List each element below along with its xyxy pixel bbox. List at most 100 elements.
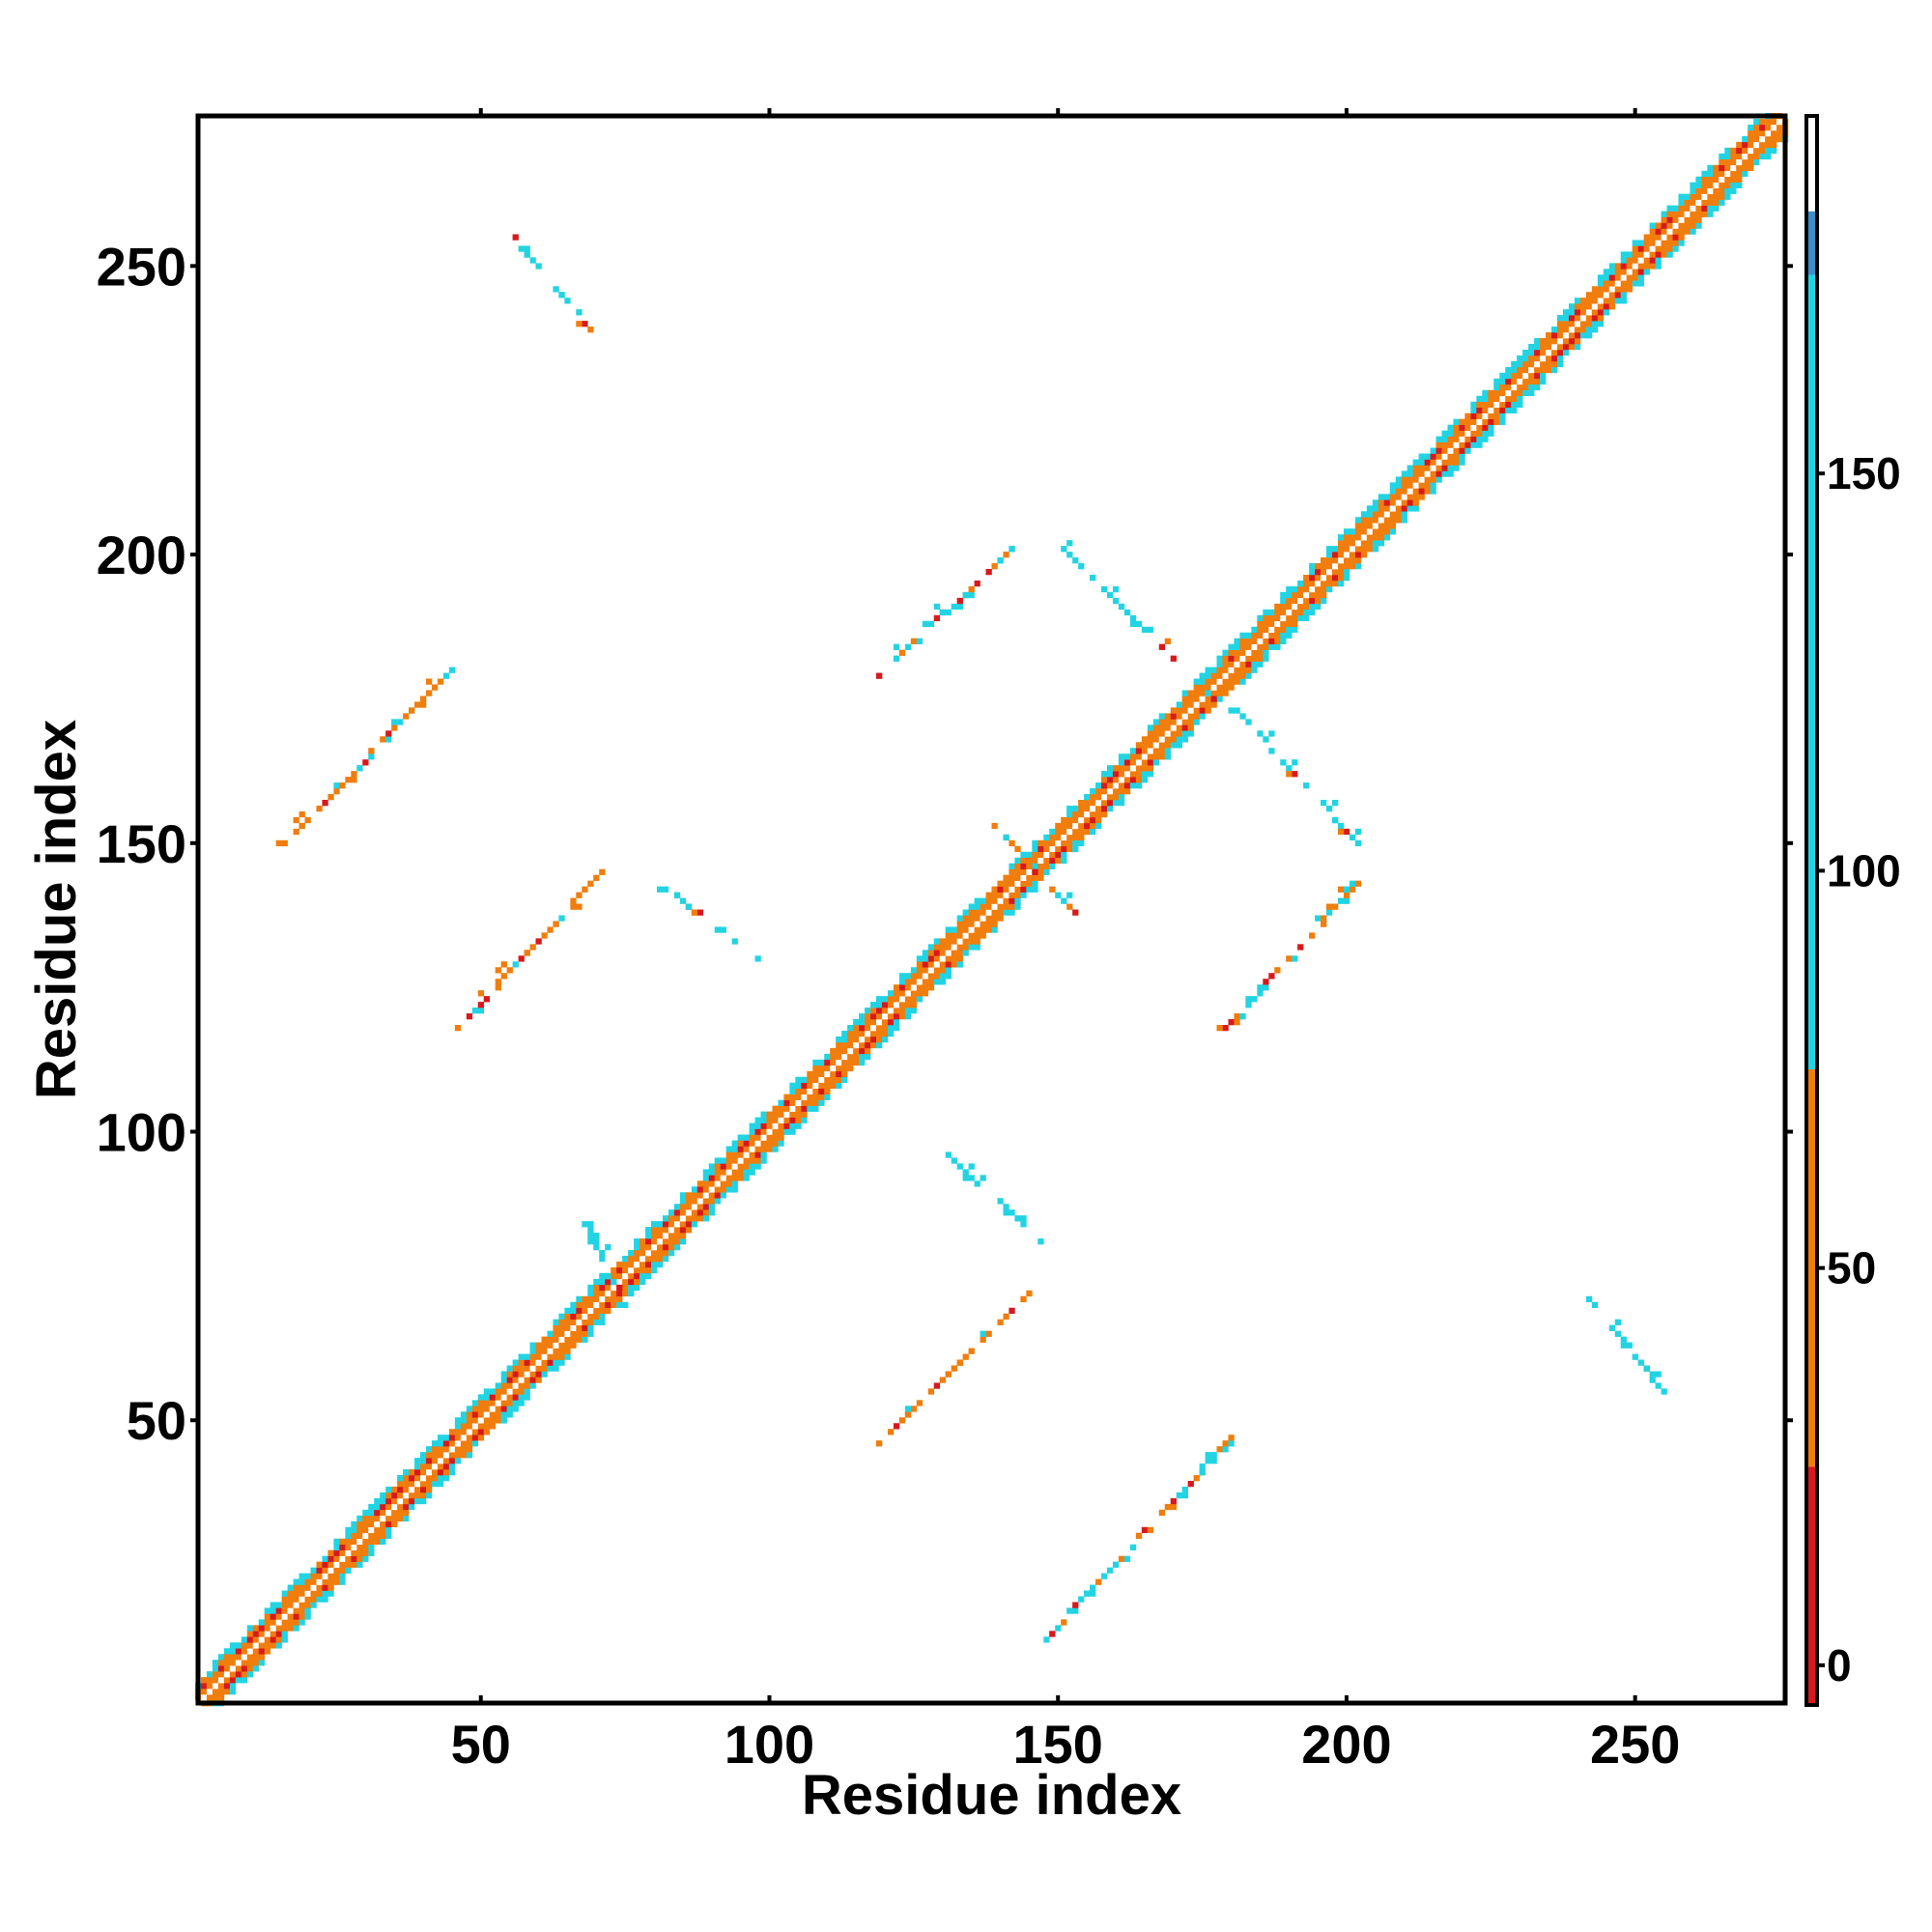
heatmap-cell — [1620, 1336, 1627, 1343]
heatmap-cell — [1406, 488, 1413, 495]
heatmap-cell — [1245, 672, 1252, 679]
heatmap-cell — [1649, 222, 1656, 229]
heatmap-cell — [1037, 851, 1044, 859]
heatmap-cell — [1072, 805, 1079, 812]
heatmap-cell — [380, 736, 386, 743]
heatmap-cell — [1274, 609, 1281, 616]
heatmap-cell — [1568, 309, 1576, 316]
heatmap-cell — [1406, 465, 1413, 471]
heatmap-cell — [1129, 777, 1137, 783]
heatmap-cell — [1032, 851, 1038, 859]
heatmap-cell — [322, 1596, 328, 1603]
heatmap-cell — [1037, 839, 1044, 847]
heatmap-cell — [258, 1660, 266, 1666]
heatmap-cell — [403, 713, 410, 720]
heatmap-cell — [1459, 453, 1465, 460]
heatmap-cell — [1066, 1607, 1073, 1614]
heatmap-cell — [1637, 245, 1644, 252]
heatmap-cell — [1268, 730, 1275, 737]
heatmap-cell — [1424, 488, 1431, 495]
heatmap-cell — [898, 1417, 906, 1424]
heatmap-cell — [1245, 996, 1252, 1003]
heatmap-cell — [1118, 782, 1125, 789]
heatmap-cell — [951, 603, 957, 611]
heatmap-cell — [1147, 626, 1154, 634]
heatmap-cell — [1765, 135, 1772, 143]
heatmap-cell — [893, 655, 900, 662]
heatmap-cell — [582, 1313, 588, 1320]
heatmap-cell — [1591, 315, 1599, 322]
heatmap-cell — [558, 1324, 565, 1331]
heatmap-cell — [1637, 269, 1644, 275]
heatmap-cell — [466, 1417, 473, 1424]
heatmap-cell — [1078, 1596, 1085, 1603]
heatmap-cell — [1672, 245, 1679, 252]
heatmap-cell — [1591, 292, 1599, 298]
heatmap-cell — [1655, 257, 1662, 264]
heatmap-cell — [783, 1099, 790, 1106]
heatmap-cell — [1129, 765, 1137, 772]
heatmap-cell — [1360, 546, 1368, 553]
heatmap-cell — [322, 1567, 328, 1574]
heatmap-cell — [1199, 713, 1206, 720]
heatmap-cell — [951, 961, 957, 968]
heatmap-cell — [737, 1140, 744, 1147]
heatmap-cell — [1321, 799, 1327, 807]
heatmap-cell — [403, 1492, 410, 1499]
colorbar-tick-label: 0 — [1827, 1640, 1852, 1690]
heatmap-cell — [1528, 389, 1535, 397]
heatmap-cell — [403, 1469, 410, 1476]
heatmap-cell — [1164, 742, 1172, 749]
heatmap-cell — [1331, 799, 1339, 807]
heatmap-cell — [1389, 499, 1397, 506]
heatmap-cell — [1447, 441, 1454, 448]
heatmap-cell — [529, 257, 536, 264]
heatmap-cell — [1464, 430, 1471, 437]
heatmap-cell — [1228, 684, 1235, 691]
heatmap-cell — [985, 915, 992, 922]
heatmap-cell — [795, 1094, 802, 1100]
heatmap-cell — [1395, 505, 1402, 512]
heatmap-cell — [1187, 719, 1194, 725]
heatmap-cell — [1678, 216, 1685, 223]
heatmap-cell — [616, 1266, 623, 1274]
heatmap-cell — [807, 1070, 813, 1078]
heatmap-cell — [1678, 240, 1685, 246]
heatmap-cell — [997, 1319, 1004, 1325]
heatmap-cell — [1522, 378, 1529, 385]
heatmap-cell — [512, 1394, 519, 1401]
heatmap-cell — [339, 1561, 346, 1568]
heatmap-cell — [1026, 863, 1033, 869]
heatmap-cell — [1066, 816, 1073, 824]
heatmap-cell — [442, 1475, 450, 1482]
heatmap-cell — [1424, 470, 1431, 477]
heatmap-cell — [564, 1313, 571, 1320]
heatmap-cell — [258, 1636, 266, 1643]
heatmap-cell — [725, 1157, 732, 1164]
heatmap-cell — [922, 990, 929, 997]
heatmap-cell — [1228, 1440, 1235, 1447]
heatmap-cell — [1222, 672, 1229, 679]
heatmap-cell — [853, 1059, 860, 1066]
heatmap-cell — [374, 1503, 381, 1511]
heatmap-cell — [639, 1261, 646, 1268]
heatmap-cell — [1292, 759, 1298, 766]
heatmap-cell — [1401, 505, 1407, 512]
heatmap-cell — [1026, 1290, 1033, 1297]
heatmap-cell — [1303, 597, 1310, 605]
heatmap-cell — [576, 892, 582, 898]
heatmap-cell — [865, 1024, 871, 1032]
heatmap-cell — [1147, 753, 1154, 760]
heatmap-cell — [1372, 517, 1379, 524]
heatmap-cell — [628, 1278, 635, 1286]
heatmap-cell — [1123, 771, 1131, 778]
heatmap-cell — [1649, 228, 1656, 235]
heatmap-cell — [605, 1278, 611, 1286]
heatmap-cell — [1090, 810, 1096, 818]
heatmap-cell — [1459, 441, 1465, 448]
heatmap-cell — [847, 1059, 854, 1066]
heatmap-cell — [1372, 499, 1379, 506]
colorbar-tick-label: 100 — [1827, 845, 1901, 895]
heatmap-cell — [1292, 955, 1298, 962]
heatmap-cell — [702, 1204, 710, 1210]
